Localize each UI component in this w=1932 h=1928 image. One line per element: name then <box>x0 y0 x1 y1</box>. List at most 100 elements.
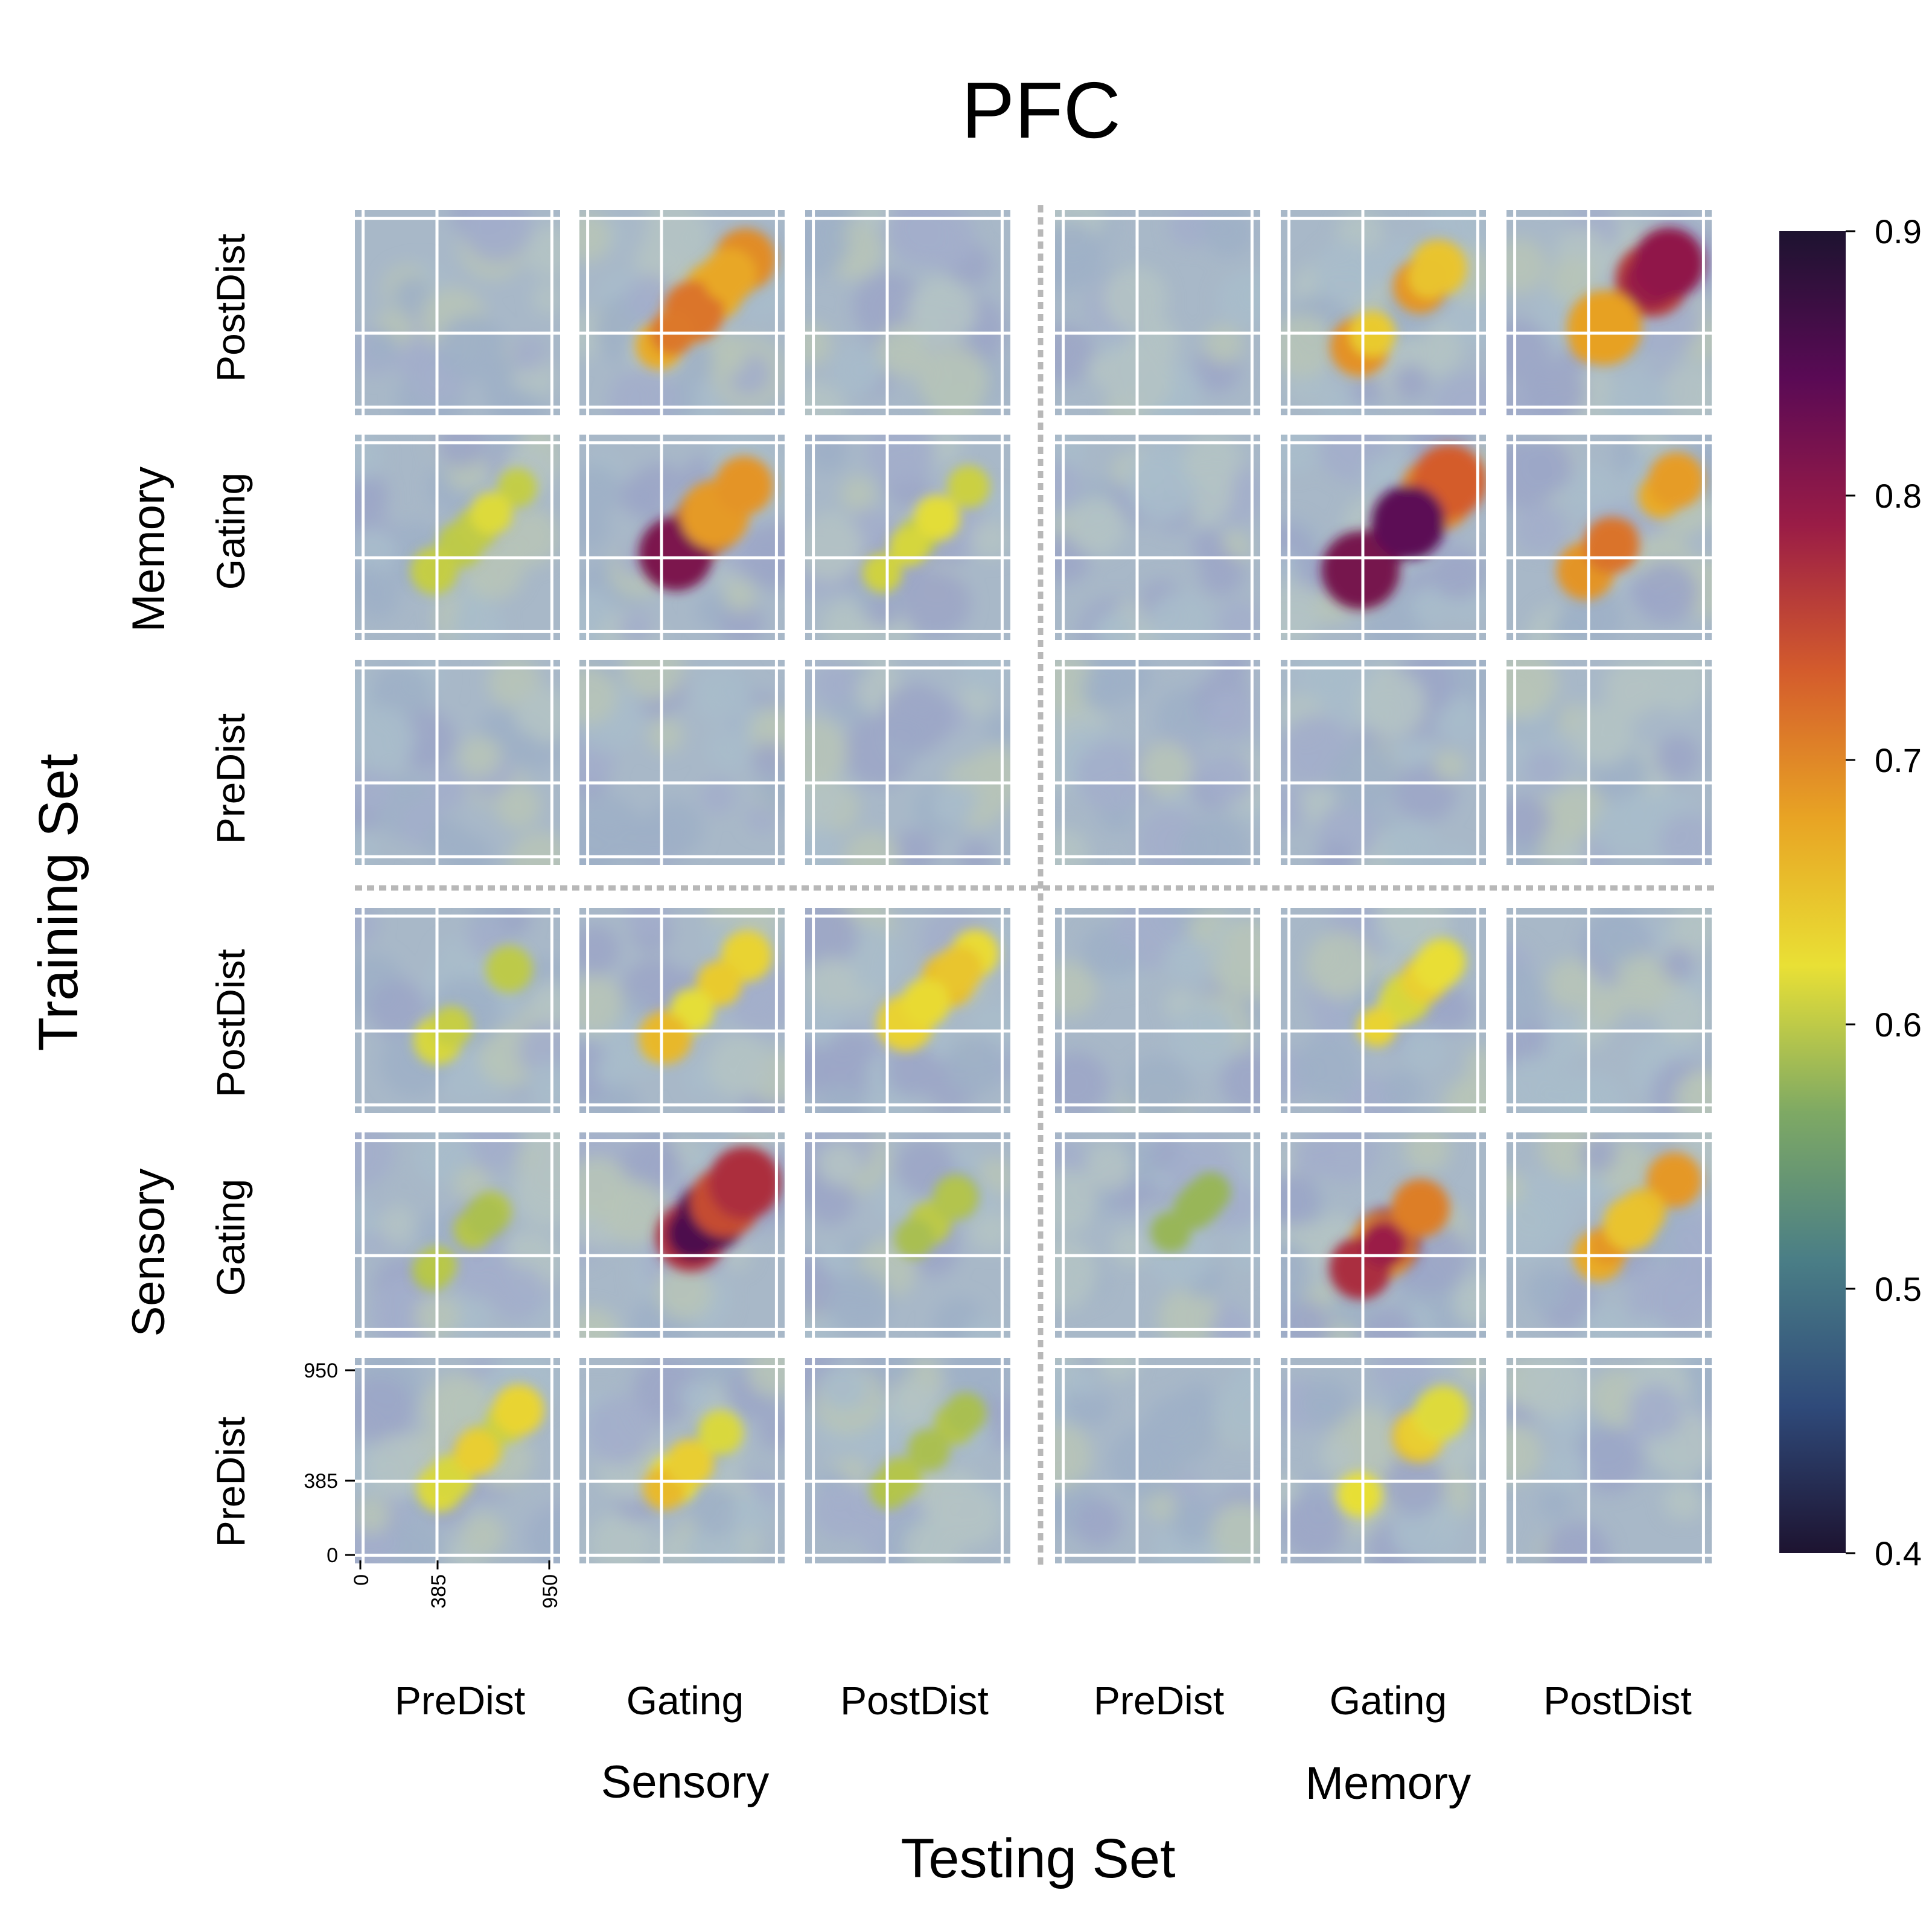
noise-blob <box>1543 1447 1587 1491</box>
noise-blob <box>619 477 657 515</box>
noise-blob <box>818 1143 861 1186</box>
y-tick-label-385: 385 <box>304 1470 338 1493</box>
x-label-sensory-postdist: PostDist <box>840 1678 989 1723</box>
noise-blob <box>424 818 468 863</box>
heatmap-panel <box>1055 435 1260 640</box>
noise-blob <box>1435 696 1485 747</box>
noise-blob <box>1607 371 1669 415</box>
significance-blob <box>1150 1211 1191 1253</box>
heatmap-panel <box>579 660 785 865</box>
noise-blob <box>1055 461 1081 509</box>
noise-blob <box>1138 741 1193 796</box>
x-ticks: 0 385 950 <box>350 1560 562 1609</box>
heatmap-panel <box>805 210 1010 415</box>
significance-blob <box>485 945 533 993</box>
noise-blob <box>813 1084 865 1113</box>
noise-blob <box>958 840 993 865</box>
heatmap-panel <box>805 1358 1010 1563</box>
noise-blob <box>1392 728 1433 769</box>
noise-blob <box>805 718 847 786</box>
noise-blob <box>1659 813 1712 865</box>
noise-blob <box>1506 438 1558 509</box>
noise-blob <box>1456 1358 1486 1385</box>
noise-blob <box>1560 587 1622 640</box>
noise-blob <box>603 1087 640 1113</box>
x-group-label-sensory: Sensory <box>601 1757 770 1808</box>
noise-blob <box>1073 1498 1123 1547</box>
noise-blob <box>893 829 936 865</box>
colorbar: 0.4 0.5 0.6 0.7 0.8 0.9 <box>1779 212 1922 1572</box>
x-tick-label-950: 950 <box>539 1574 562 1609</box>
noise-blob <box>1523 361 1586 415</box>
noise-blob <box>1549 257 1596 304</box>
significance-blob <box>1603 1196 1658 1251</box>
noise-blob <box>369 980 427 1038</box>
noise-blob <box>467 918 507 958</box>
noise-blob <box>742 521 785 590</box>
y-label-memory-gating: Gating <box>208 473 253 590</box>
colorbar-tick-label: 0.5 <box>1875 1270 1922 1308</box>
significance-blob <box>879 1457 922 1500</box>
noise-blob <box>579 925 620 975</box>
noise-blob <box>584 1396 654 1466</box>
chart-title: PFC <box>961 66 1121 155</box>
noise-blob <box>1169 1498 1217 1545</box>
noise-blob <box>805 1175 856 1225</box>
noise-blob <box>355 827 377 865</box>
heatmap-panel <box>1055 908 1260 1113</box>
significance-blob <box>935 945 983 994</box>
significance-blob <box>1648 452 1704 509</box>
significance-blob <box>697 960 742 1006</box>
noise-blob <box>1124 1056 1191 1113</box>
noise-blob <box>462 210 532 263</box>
noise-blob <box>1313 1004 1347 1038</box>
noise-blob <box>479 709 516 746</box>
noise-blob <box>910 210 975 270</box>
heatmap-panel <box>355 908 560 1113</box>
y-tick-label-0: 0 <box>327 1544 338 1567</box>
noise-blob <box>1563 1072 1626 1113</box>
y-tick-label-950: 950 <box>304 1359 338 1382</box>
noise-blob <box>1302 1378 1352 1428</box>
x-tick-label-0: 0 <box>350 1574 373 1586</box>
noise-blob <box>747 1358 785 1397</box>
noise-blob <box>1632 1315 1667 1338</box>
heatmap-panel <box>1055 1132 1260 1338</box>
noise-blob <box>1281 784 1308 831</box>
noise-blob <box>625 908 672 937</box>
noise-blob <box>438 314 505 382</box>
noise-blob <box>944 1035 1005 1096</box>
noise-blob <box>867 595 900 628</box>
y-label-memory-predist: PreDist <box>208 713 253 844</box>
noise-blob <box>1293 660 1344 699</box>
noise-blob <box>1586 988 1624 1026</box>
noise-blob <box>751 741 785 777</box>
noise-blob <box>500 507 560 566</box>
x-group-label-memory: Memory <box>1306 1758 1471 1809</box>
significance-blob <box>708 1146 781 1219</box>
noise-blob <box>1281 435 1325 474</box>
noise-blob <box>807 435 848 474</box>
noise-blob <box>1519 1358 1587 1419</box>
significance-blob <box>1337 1472 1382 1517</box>
noise-blob <box>690 1485 742 1537</box>
noise-blob <box>703 331 748 377</box>
noise-blob <box>655 1263 712 1320</box>
noise-blob <box>648 717 683 753</box>
noise-blob <box>694 667 751 723</box>
noise-blob <box>968 745 1010 805</box>
noise-blob <box>638 1154 674 1190</box>
noise-blob <box>1217 601 1260 640</box>
noise-blob <box>1538 1486 1572 1520</box>
noise-blob <box>805 908 858 971</box>
noise-blob <box>355 908 379 947</box>
heatmap-panel <box>1281 435 1486 640</box>
heatmap-panel <box>579 1358 785 1563</box>
x-label-sensory-predist: PreDist <box>395 1678 525 1723</box>
noise-blob <box>876 324 929 377</box>
heatmap-panel <box>355 1358 560 1563</box>
noise-blob <box>355 1376 413 1444</box>
noise-blob <box>1632 435 1668 456</box>
x-tick-label-385: 385 <box>427 1574 450 1609</box>
noise-blob <box>1055 222 1103 292</box>
